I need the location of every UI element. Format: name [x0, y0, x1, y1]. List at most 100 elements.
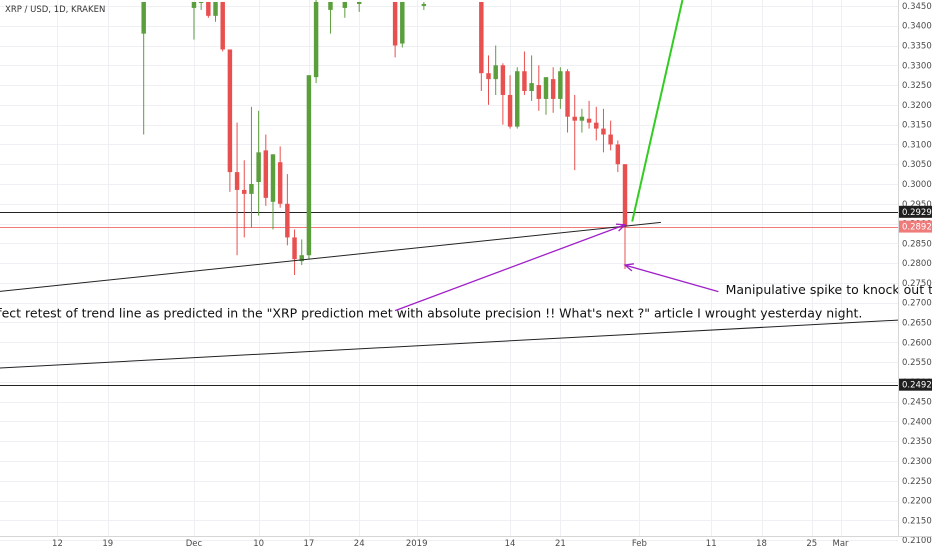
price-badge-label: 0.28924: [902, 223, 932, 233]
candle-down: [622, 164, 628, 270]
candle-body: [263, 150, 269, 198]
candle-body: [572, 116, 577, 121]
arrows: [394, 223, 719, 312]
spike-annotation: Manipulative spike to knock out the Stop…: [726, 282, 932, 297]
candle-up: [529, 55, 534, 101]
time-tick-label: Dec: [186, 539, 203, 549]
candle-body: [227, 49, 233, 173]
current-price-badge: [899, 220, 932, 233]
candles: [141, 0, 628, 275]
candle-body: [242, 189, 247, 194]
price-badge-label: 0.24928: [902, 381, 932, 391]
trend-lines: [0, 0, 899, 369]
candle-body: [234, 172, 240, 190]
candle-down: [608, 120, 613, 151]
candle-body: [342, 1, 348, 8]
candle-up: [493, 45, 498, 95]
candle-down: [234, 122, 240, 256]
candle-down: [565, 69, 570, 133]
candle-body: [306, 75, 312, 256]
candle-body: [486, 73, 491, 80]
candle-body: [285, 203, 290, 238]
candle-body: [500, 65, 506, 95]
candle-body: [256, 152, 261, 183]
candle-body: [220, 1, 225, 50]
candle-body: [213, 1, 218, 16]
candle-body: [270, 154, 276, 202]
candle-up: [579, 108, 585, 133]
candle-body: [579, 116, 585, 121]
candle-down: [227, 49, 233, 192]
candle-down: [479, 1, 484, 92]
candle-body: [536, 85, 542, 99]
candle-up: [400, 1, 405, 48]
candle-down: [615, 140, 621, 173]
candle-body: [565, 71, 570, 117]
grid: [0, 0, 898, 541]
candle-up: [256, 110, 261, 216]
candle-down: [292, 229, 297, 275]
candle-body: [249, 183, 254, 194]
arrow-head: [615, 223, 627, 232]
candle-up: [249, 106, 254, 228]
candle-body: [191, 1, 197, 8]
candle-down: [522, 51, 527, 95]
time-tick-label: 25: [806, 539, 817, 549]
candle-up: [342, 1, 348, 18]
candle-body: [594, 122, 599, 129]
trend-line: [0, 221, 661, 292]
candle-body: [356, 1, 362, 4]
time-tick-label: 21: [555, 539, 566, 549]
candle-body: [586, 118, 592, 123]
candle-body: [522, 71, 527, 92]
trend-line: [0, 319, 899, 369]
time-tick-label: 19: [102, 539, 113, 549]
candle-up: [306, 75, 312, 260]
arrow-shaft: [624, 264, 719, 293]
price-badge-label: 0.29297: [902, 208, 932, 218]
candle-up: [515, 67, 520, 129]
candle-body: [479, 1, 484, 74]
candle-body: [622, 164, 628, 227]
time-tick-label: 24: [354, 539, 365, 549]
time-tick-label: 14: [505, 539, 516, 549]
candle-body: [493, 65, 498, 80]
candle-down: [263, 134, 269, 206]
projection-line: [631, 0, 684, 222]
candle-down: [206, 1, 211, 18]
candle-body: [392, 1, 398, 46]
candle-body: [608, 134, 613, 145]
candle-down: [536, 65, 542, 111]
candle-down: [242, 160, 247, 238]
candle-down: [392, 1, 398, 58]
annotation-arrow: [394, 223, 627, 312]
annotation-arrow: [623, 263, 719, 293]
retest-annotation: Perfect retest of trend line as predicte…: [0, 306, 862, 321]
candle-down: [572, 94, 577, 171]
candle-down: [500, 63, 506, 125]
time-axis[interactable]: 12 19 Dec 10 17 24 2019 14 21 Feb 11 18 25 Mar: [0, 536, 932, 550]
candle-up: [421, 1, 427, 10]
candle-body: [601, 128, 606, 135]
candle-body: [421, 3, 427, 6]
